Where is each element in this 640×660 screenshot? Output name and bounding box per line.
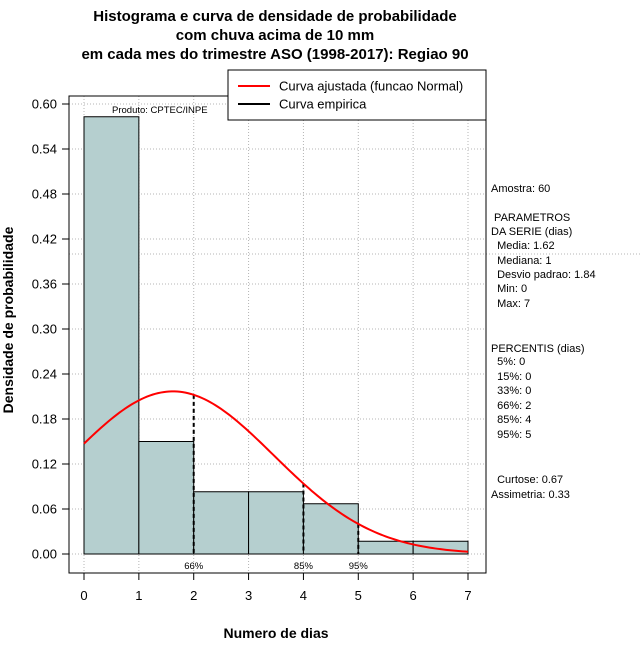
normal-fit-curve xyxy=(83,390,469,553)
y-tick-label: 0.06 xyxy=(32,502,57,517)
stats-line: 15%: 0 xyxy=(491,371,531,383)
percentile-marker-label: 66% xyxy=(184,561,204,572)
x-tick-label: 1 xyxy=(135,588,142,603)
stats-line: Desvio padrao: 1.84 xyxy=(491,269,596,281)
stats-line: Media: 1.62 xyxy=(491,240,555,252)
histogram-bar xyxy=(83,116,140,555)
x-tick-label: 5 xyxy=(355,588,362,603)
histogram-bar xyxy=(193,491,250,555)
x-tick-label: 2 xyxy=(190,588,197,603)
y-tick-label: 0.00 xyxy=(32,547,57,562)
y-tick-label: 0.54 xyxy=(32,142,57,157)
y-axis: 0.00 0.06 0.12 0.18 0.24 0.30 0.36 0.42 0.48 0.54… xyxy=(32,97,70,562)
y-tick-label: 0.30 xyxy=(32,322,57,337)
histogram-bar xyxy=(302,503,359,555)
x-tick-label: 4 xyxy=(300,588,307,603)
x-axis: 0 1 2 3 4 5 6 7 xyxy=(80,572,472,603)
stats-line: Amostra: 60 xyxy=(491,183,550,195)
stats-line: 95%: 5 xyxy=(491,429,531,441)
percentile-marker-label: 85% xyxy=(294,561,314,572)
percentile-marker-label: 95% xyxy=(349,561,369,572)
stats-line: PERCENTIS (dias) xyxy=(491,343,585,355)
y-axis-label: Densidade de probabilidade xyxy=(0,226,16,413)
legend-label: Curva ajustada (funcao Normal) xyxy=(279,79,463,94)
x-tick-label: 3 xyxy=(245,588,252,603)
stats-line: Min: 0 xyxy=(491,283,527,295)
x-tick-label: 0 xyxy=(80,588,87,603)
chart-title-line: Histograma e curva de densidade de proba… xyxy=(93,8,456,25)
legend-box xyxy=(227,69,487,121)
stats-line: 33%: 0 xyxy=(491,385,531,397)
stats-line: Assimetria: 0.33 xyxy=(491,489,570,501)
stats-line: 5%: 0 xyxy=(491,356,525,368)
stats-line: DA SERIE (dias) xyxy=(491,226,572,238)
stats-panel: Amostra: 60 PARAMETROS DA SERIE (dias) Me… xyxy=(491,183,596,501)
stats-line: 85%: 4 xyxy=(491,414,531,426)
y-tick-label: 0.42 xyxy=(32,232,57,247)
legend-label: Curva empirica xyxy=(279,97,367,112)
stats-line: Mediana: 1 xyxy=(491,255,552,267)
y-tick-label: 0.60 xyxy=(32,97,57,112)
stats-line: Curtose: 0.67 xyxy=(491,474,563,486)
chart-title-line: em cada mes do trimestre ASO (1998-2017)… xyxy=(81,46,468,63)
y-tick-label: 0.18 xyxy=(32,412,57,427)
y-tick-label: 0.12 xyxy=(32,457,57,472)
histogram-bars xyxy=(83,116,469,555)
stats-line: 66%: 2 xyxy=(491,400,531,412)
stats-line: Max: 7 xyxy=(491,298,530,310)
x-axis-label: Numero de dias xyxy=(223,625,328,641)
histogram-bar xyxy=(138,441,195,555)
product-label: Produto: CPTEC/INPE xyxy=(112,105,208,116)
y-tick-label: 0.36 xyxy=(32,277,57,292)
histogram-bar xyxy=(248,491,304,555)
chart-title-line: com chuva acima de 10 mm xyxy=(176,27,374,44)
legend: Curva ajustada (funcao Normal) Curva empi… xyxy=(227,69,487,121)
y-tick-label: 0.24 xyxy=(32,367,57,382)
stats-line: PARAMETROS xyxy=(491,212,570,224)
percentile-markers: 66% 85% 95% xyxy=(184,394,369,572)
x-tick-label: 7 xyxy=(464,588,471,603)
y-tick-label: 0.48 xyxy=(32,187,57,202)
x-tick-label: 6 xyxy=(410,588,417,603)
chart-title: Histograma e curva de densidade de proba… xyxy=(81,8,468,63)
